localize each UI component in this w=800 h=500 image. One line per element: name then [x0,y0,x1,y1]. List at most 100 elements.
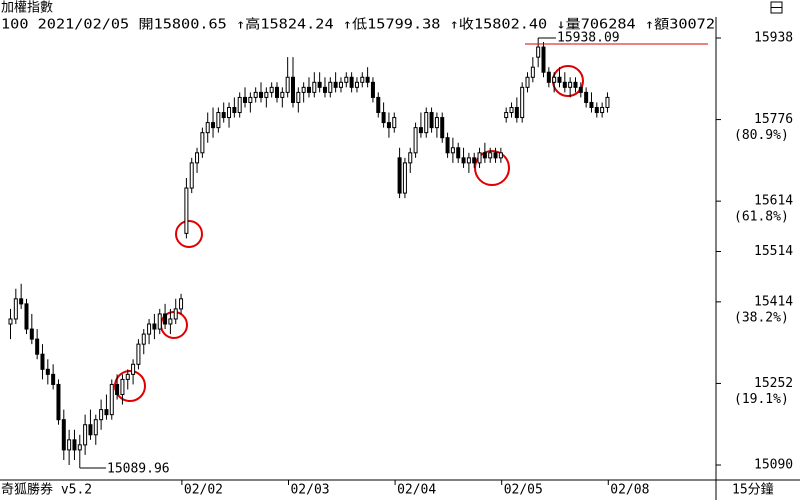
candle-body [498,152,503,159]
candle-body [370,81,375,98]
candle-body [344,76,349,83]
candle-body [493,152,498,159]
low-label: 15089.96 [107,462,170,477]
candle-body [77,444,82,451]
candle-body [93,419,98,436]
candle-body [13,298,18,320]
candle-body [386,122,391,129]
candle-body [520,86,525,119]
candle-body [40,353,45,370]
candle-body [440,117,445,139]
candle-body [301,86,306,93]
circle [175,220,203,248]
candle-body [472,157,477,164]
candle-body [184,187,189,234]
y-tick-label: 15514 [754,244,793,259]
candle-body [600,106,605,114]
candle-body [29,328,34,340]
candle-body [109,383,114,416]
period: 15分鐘 [732,482,774,498]
candle-body [131,363,136,375]
candle-body [589,101,594,108]
circle [114,370,146,402]
candle-body [24,303,29,330]
candle-body [552,76,557,83]
info-line: 100 2021/02/05 開15800.65 ↑高15824.24 ↑低15… [1,17,715,33]
candle-body [562,81,567,88]
level-label: (19.1%) [734,392,789,407]
candle-body [306,86,311,93]
candle-body [195,152,200,164]
candle-body [530,66,535,78]
candle-body [205,122,210,134]
candle-body [504,112,509,119]
candle-body [179,298,184,310]
y-tick-label: 15776 [754,112,793,127]
candle-body [19,298,24,305]
candle-body [397,157,402,194]
candle-body [413,127,418,154]
candle-body [525,76,530,88]
candle-body [243,96,248,103]
candle-body [333,81,338,88]
candle-body [189,162,194,189]
candle-body [248,96,253,103]
candle-body [317,81,322,88]
candle-body [482,152,487,159]
candle-body [8,318,13,325]
candle-body [557,76,562,83]
candle-body [232,106,237,114]
candle-body [365,76,370,83]
candle-body [125,373,130,380]
x-tick-label: 02/05 [504,483,543,498]
candle-body [216,112,221,129]
candle-body [450,147,455,154]
candle-body [594,106,599,114]
candle-body [237,96,242,114]
candle-body [275,86,279,98]
candle-body [429,112,434,129]
candle-body [376,96,381,114]
candle-body [290,76,295,103]
candle-body [434,117,439,129]
candle-body [51,373,56,385]
candle-body [509,106,514,114]
candle-body [221,112,226,119]
candle-body [445,137,450,154]
candle-body [402,162,407,194]
candle-body [338,81,343,88]
candle-body [578,86,583,93]
candle-body [269,86,274,93]
y-tick-label: 15252 [754,376,793,391]
x-tick-label: 02/02 [184,483,223,498]
candle-body [381,112,386,124]
candle-body [456,147,461,159]
candle-body [322,86,327,93]
candle-body [211,122,216,129]
candle-body [45,368,50,375]
brand: 奇狐勝券 v5.2 [1,482,92,498]
candle-body [227,106,232,119]
candle-body [488,152,493,159]
level-label: (61.8%) [734,210,789,225]
candle-body [56,383,61,421]
candle-body [280,91,285,98]
candle-body [546,71,551,83]
candle-body [173,308,178,320]
candle-body [67,439,72,451]
candle-body [568,81,573,88]
candle-body [259,91,264,98]
candle-body [88,424,93,436]
candle-body [424,112,429,134]
candle-body [83,424,88,446]
candle-body [360,76,365,83]
y-tick-label: 15414 [754,294,793,309]
candle-body [328,81,333,93]
candle-body [536,46,541,58]
candle-body [163,313,168,325]
candle-body [584,91,589,103]
candle-body [157,313,162,330]
candle-body [147,323,152,335]
